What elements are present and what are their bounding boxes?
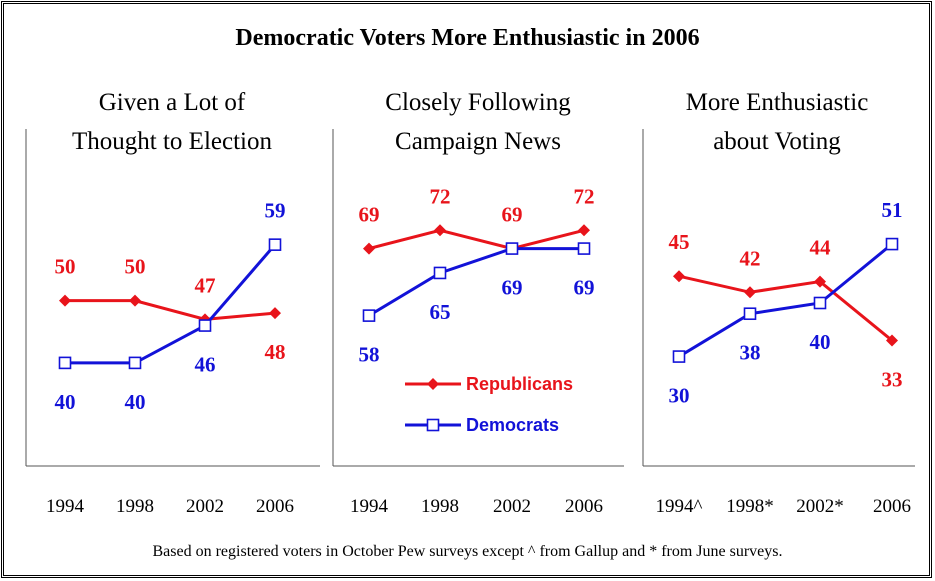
panel-1-democrats-data-label: 59 (265, 199, 286, 223)
panel-1-title-line-1: Given a Lot of (99, 89, 246, 116)
panel-2-tick-label: 2006 (565, 496, 603, 517)
panel-2-democrats-point (505, 242, 519, 255)
panel-1-tick-label: 2006 (256, 496, 294, 517)
panel-3-democrats-data-label: 38 (740, 341, 761, 365)
panel-2-democrats-data-label: 69 (502, 276, 523, 300)
panel-2-democrats-point (433, 266, 447, 280)
panel-3-republicans-point (673, 270, 685, 283)
panel-2-republicans-point (434, 224, 446, 237)
panel-3-republicans-point (814, 275, 826, 288)
panel-1-tick-label: 1998 (116, 496, 154, 517)
panel-2-democrats-line (368, 247, 584, 317)
panel-2-republicans-line (368, 228, 585, 251)
panel-2-republicans-data-label: 69 (502, 203, 523, 227)
panel-1-republicans-point (129, 294, 141, 307)
panel-1-democrats-line (65, 243, 277, 365)
panel-3-democrats-data-label: 51 (882, 198, 903, 222)
panel-2-republicans-data-label: 69 (359, 203, 380, 227)
panel-3-title-line-2: about Voting (713, 128, 841, 155)
panel-3-republicans-data-label: 33 (882, 368, 903, 392)
panel-3-democrats-data-label: 30 (669, 384, 690, 408)
panel-2-tick-label: 1994 (350, 496, 389, 517)
panel-2-title-line-2: Campaign News (395, 128, 561, 155)
panel-3-tick-label: 2006 (873, 496, 911, 517)
panel-2-democrats-point (577, 242, 591, 255)
legend-republicans-marker (427, 378, 439, 390)
panel-2-republicans-data-label: 72 (574, 184, 595, 208)
panel-3-tick-label: 2002* (796, 496, 844, 517)
panel-3-republicans-data-label: 44 (810, 236, 832, 260)
panel-2-republicans-point (578, 224, 590, 237)
legend-democrats-label: Democrats (466, 415, 559, 435)
panel-1-republicans-data-label: 48 (265, 340, 286, 364)
panel-1-democrats-point (128, 356, 142, 370)
panel-1-tick-label: 2002 (186, 496, 224, 517)
panel-2-democrats-data-label: 58 (359, 343, 380, 367)
panel-3-tick-label: 1998* (726, 496, 774, 517)
panel-3-democrats-point (743, 307, 757, 321)
panel-1-tick-label: 1994 (46, 496, 85, 517)
panel-2-title-line-1: Closely Following (385, 89, 571, 116)
panel-3-democrats-point (813, 296, 827, 310)
legend-democrats-marker (426, 418, 440, 432)
panel-3-republicans-data-label: 45 (669, 230, 690, 254)
panel-3-tick-label: 1994^ (656, 496, 703, 517)
panel-2-republicans-point (363, 242, 375, 255)
panel-1-republicans-line (65, 299, 276, 321)
footnote: Based on registered voters in October Pe… (152, 543, 783, 560)
panel-1-republicans-point (269, 307, 281, 320)
panel-2-democrats-data-label: 69 (574, 276, 595, 300)
panel-3-democrats-data-label: 40 (810, 330, 831, 354)
panel-1-democrats-point (58, 356, 72, 370)
panel-2-democrats-point (362, 309, 376, 322)
chart-title: Democratic Voters More Enthusiastic in 2… (235, 25, 700, 51)
panel-1-republicans-data-label: 50 (55, 255, 76, 279)
panel-1-democrats-data-label: 46 (195, 353, 216, 377)
panel-3-republicans-point (744, 286, 756, 299)
panel-1-democrats-data-label: 40 (125, 390, 146, 414)
panel-2-democrats-data-label: 65 (430, 300, 451, 324)
panel-3-title-line-1: More Enthusiastic (686, 89, 869, 116)
panel-3-republicans-point (886, 334, 898, 347)
panel-3-democrats-point (885, 237, 899, 251)
panel-1-republicans-data-label: 50 (125, 255, 146, 279)
panel-3-democrats-line (678, 242, 893, 358)
panel-1-democrats-data-label: 40 (55, 390, 76, 414)
panel-1-title-line-2: Thought to Election (72, 128, 272, 155)
panel-1-republicans-data-label: 47 (195, 273, 216, 297)
panel-2-tick-label: 1998 (421, 496, 459, 517)
panel-2-republicans-data-label: 72 (430, 184, 451, 208)
panel-1-democrats-point (268, 238, 282, 251)
panel-3-democrats-point (672, 350, 686, 363)
panel-3-republicans-line (678, 274, 893, 342)
panel-1-democrats-point (198, 319, 212, 332)
legend-republicans-label: Republicans (466, 374, 573, 394)
panel-3-republicans-data-label: 42 (740, 246, 761, 270)
panel-2-tick-label: 2002 (493, 496, 531, 517)
panel-1-republicans-point (59, 294, 71, 307)
